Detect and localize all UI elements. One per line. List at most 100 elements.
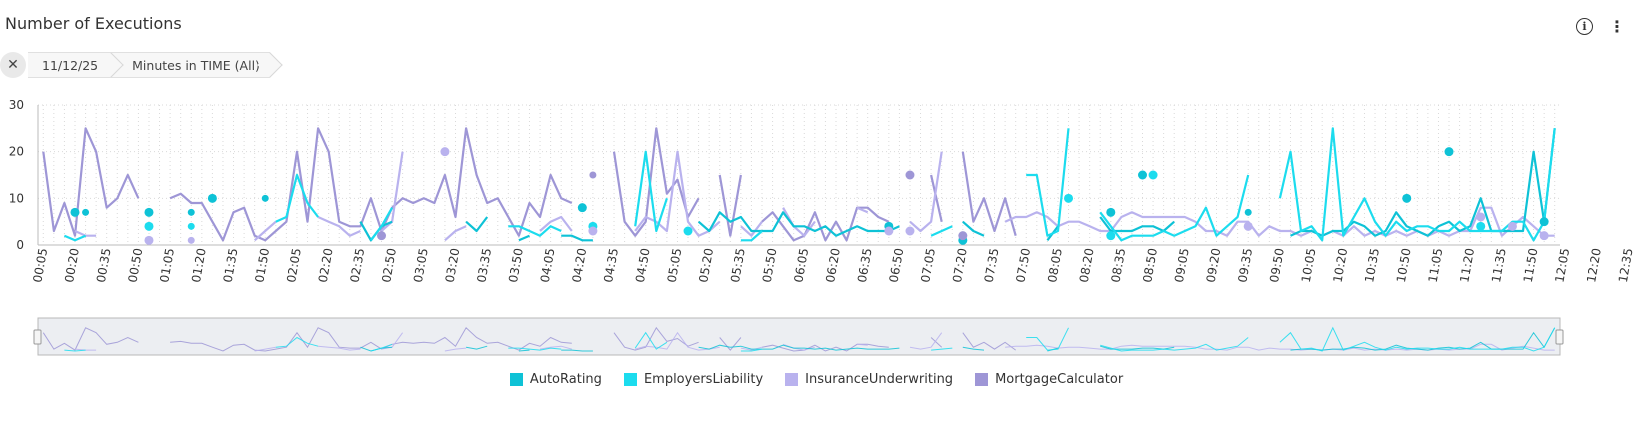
x-tick-label: 05:05 bbox=[665, 247, 685, 283]
series-line-autorating bbox=[465, 216, 489, 233]
x-tick-label: 11:05 bbox=[1426, 247, 1446, 283]
x-tick-label: 05:50 bbox=[760, 247, 780, 283]
navigator-line-insuranceunderwriting bbox=[740, 346, 763, 351]
navigator-handle-left[interactable] bbox=[33, 329, 42, 345]
data-point-autorating bbox=[577, 203, 587, 213]
navigator-line-mortgagecalculator bbox=[962, 332, 1016, 351]
navigator-line-mortgagecalculator bbox=[930, 337, 943, 348]
x-tick-label: 08:05 bbox=[1045, 247, 1065, 283]
x-tick-label: 04:50 bbox=[633, 247, 653, 283]
navigator-line-mortgagecalculator bbox=[613, 326, 699, 351]
series-point-autorating bbox=[1244, 208, 1252, 216]
x-tick-label: 06:35 bbox=[855, 247, 875, 283]
series-line-mortgagecalculator bbox=[961, 151, 1017, 236]
x-tick-label: 09:50 bbox=[1267, 247, 1287, 283]
line-chart: 0 10 20 30 00:05 00:20 00:35 00:50 01:05 01:20 01:… bbox=[9, 98, 1633, 356]
x-tick-label: 01:20 bbox=[189, 247, 209, 283]
navigator-line-mortgagecalculator bbox=[719, 337, 742, 351]
legend-item-mortgagecalculator[interactable]: MortgageCalculator bbox=[975, 372, 1123, 387]
breadcrumb-minutes-label: Minutes in TIME (All) bbox=[132, 57, 260, 73]
data-point-insuranceunderwriting bbox=[884, 226, 894, 236]
x-tick-label: 06:50 bbox=[887, 247, 907, 283]
more-vertical-icon[interactable]: ⋮ bbox=[1609, 16, 1625, 36]
navigator-handle-right[interactable] bbox=[1555, 329, 1564, 345]
x-tick-label: 02:50 bbox=[379, 247, 399, 283]
series-line-insuranceunderwriting bbox=[539, 215, 573, 232]
breadcrumb: ✕ 11/12/25 Minutes in TIME (All) bbox=[0, 52, 283, 78]
series-line-employersliability bbox=[275, 173, 319, 223]
x-tick-label: 06:05 bbox=[791, 247, 811, 283]
legend-item-autorating[interactable]: AutoRating bbox=[509, 372, 602, 387]
navigator-line-mortgagecalculator bbox=[42, 327, 139, 351]
navigator-line-employersliability bbox=[370, 343, 393, 352]
series-line-mortgagecalculator bbox=[930, 174, 943, 222]
x-tick-label: 08:50 bbox=[1140, 247, 1160, 283]
series-line-employersliability bbox=[740, 230, 763, 242]
x-tick-label: 08:35 bbox=[1109, 247, 1129, 283]
data-point-autorating bbox=[1106, 207, 1116, 217]
x-tick-label: 08:20 bbox=[1077, 247, 1097, 283]
legend-item-employersliability[interactable]: EmployersLiability bbox=[623, 372, 764, 387]
x-tick-label: 10:50 bbox=[1394, 247, 1414, 283]
x-tick-label: 00:35 bbox=[94, 247, 114, 283]
x-tick-label: 03:50 bbox=[506, 247, 526, 283]
legend-swatch-employersliability bbox=[623, 373, 637, 386]
x-tick-label: 12:20 bbox=[1584, 247, 1604, 283]
navigator-line-employersliability bbox=[64, 349, 86, 352]
navigator-line-employersliability bbox=[634, 331, 668, 350]
breadcrumb-item-minutes[interactable]: Minutes in TIME (All) bbox=[112, 52, 283, 78]
y-tick-label: 10 bbox=[9, 191, 24, 205]
x-tick-label: 11:20 bbox=[1457, 247, 1477, 283]
data-point-autorating bbox=[144, 207, 154, 217]
x-tick-label: 09:35 bbox=[1235, 247, 1255, 283]
legend-label-employersliability: EmployersLiability bbox=[643, 372, 764, 387]
series-line-autorating bbox=[561, 234, 593, 242]
navigator-line-insuranceunderwriting bbox=[254, 346, 276, 352]
series-line-insuranceunderwriting bbox=[740, 221, 763, 237]
navigator-line-insuranceunderwriting bbox=[318, 345, 361, 351]
data-point-mortgagecalculator bbox=[905, 170, 915, 180]
legend-swatch-autorating bbox=[509, 373, 523, 386]
series-line-employersliability bbox=[370, 207, 394, 241]
x-tick-label: 03:20 bbox=[443, 247, 463, 283]
info-icon[interactable]: i bbox=[1576, 18, 1593, 35]
data-point-employersliability bbox=[1064, 193, 1074, 203]
navigator-line-autorating bbox=[561, 349, 593, 352]
x-tick-label: 10:05 bbox=[1299, 247, 1319, 283]
legend-swatch-mortgagecalculator bbox=[975, 373, 989, 386]
y-tick-label: 20 bbox=[9, 145, 24, 159]
x-tick-label: 00:20 bbox=[62, 247, 82, 283]
x-tick-label: 03:05 bbox=[411, 247, 431, 283]
series-line-employersliability bbox=[634, 150, 668, 233]
series-point-mortgagecalculator bbox=[589, 171, 597, 179]
series-line-employersliability bbox=[508, 225, 562, 237]
navigator-line-mortgagecalculator bbox=[761, 343, 889, 352]
navigator-line-autorating bbox=[1290, 327, 1556, 351]
data-point-insuranceunderwriting bbox=[905, 226, 915, 236]
x-tick-label: 00:50 bbox=[126, 247, 146, 283]
series-line-mortgagecalculator bbox=[42, 127, 140, 237]
x-tick-label: 04:05 bbox=[538, 247, 558, 283]
x-tick-label: 11:50 bbox=[1521, 247, 1541, 283]
x-tick-label: 01:50 bbox=[252, 247, 272, 283]
breadcrumb-item-date[interactable]: 11/12/25 bbox=[28, 52, 124, 78]
breadcrumb-date-label: 11/12/25 bbox=[42, 57, 99, 73]
navigator-line-mortgagecalculator bbox=[170, 327, 572, 352]
legend-item-insuranceunderwriting[interactable]: InsuranceUnderwriting bbox=[785, 372, 953, 387]
y-tick-label: 0 bbox=[16, 238, 24, 252]
navigator-line-autorating bbox=[466, 345, 488, 350]
data-point-mortgagecalculator bbox=[958, 231, 968, 241]
navigator-line-insuranceunderwriting bbox=[444, 347, 467, 352]
x-tick-label: 09:05 bbox=[1172, 247, 1192, 283]
x-tick-label: 02:35 bbox=[348, 247, 368, 283]
navigator-line-autorating bbox=[962, 346, 985, 351]
series-point-insuranceunderwriting bbox=[187, 236, 195, 244]
series-line-autorating bbox=[1290, 128, 1556, 237]
series-line-autorating bbox=[697, 211, 900, 237]
data-point-employersliability bbox=[1476, 221, 1486, 231]
close-icon[interactable]: ✕ bbox=[0, 52, 26, 78]
navigator-line-insuranceunderwriting bbox=[857, 343, 868, 346]
x-tick-label: 11:35 bbox=[1489, 247, 1509, 283]
series-line-employersliability bbox=[1099, 174, 1250, 242]
x-tick-label: 12:35 bbox=[1616, 247, 1633, 283]
